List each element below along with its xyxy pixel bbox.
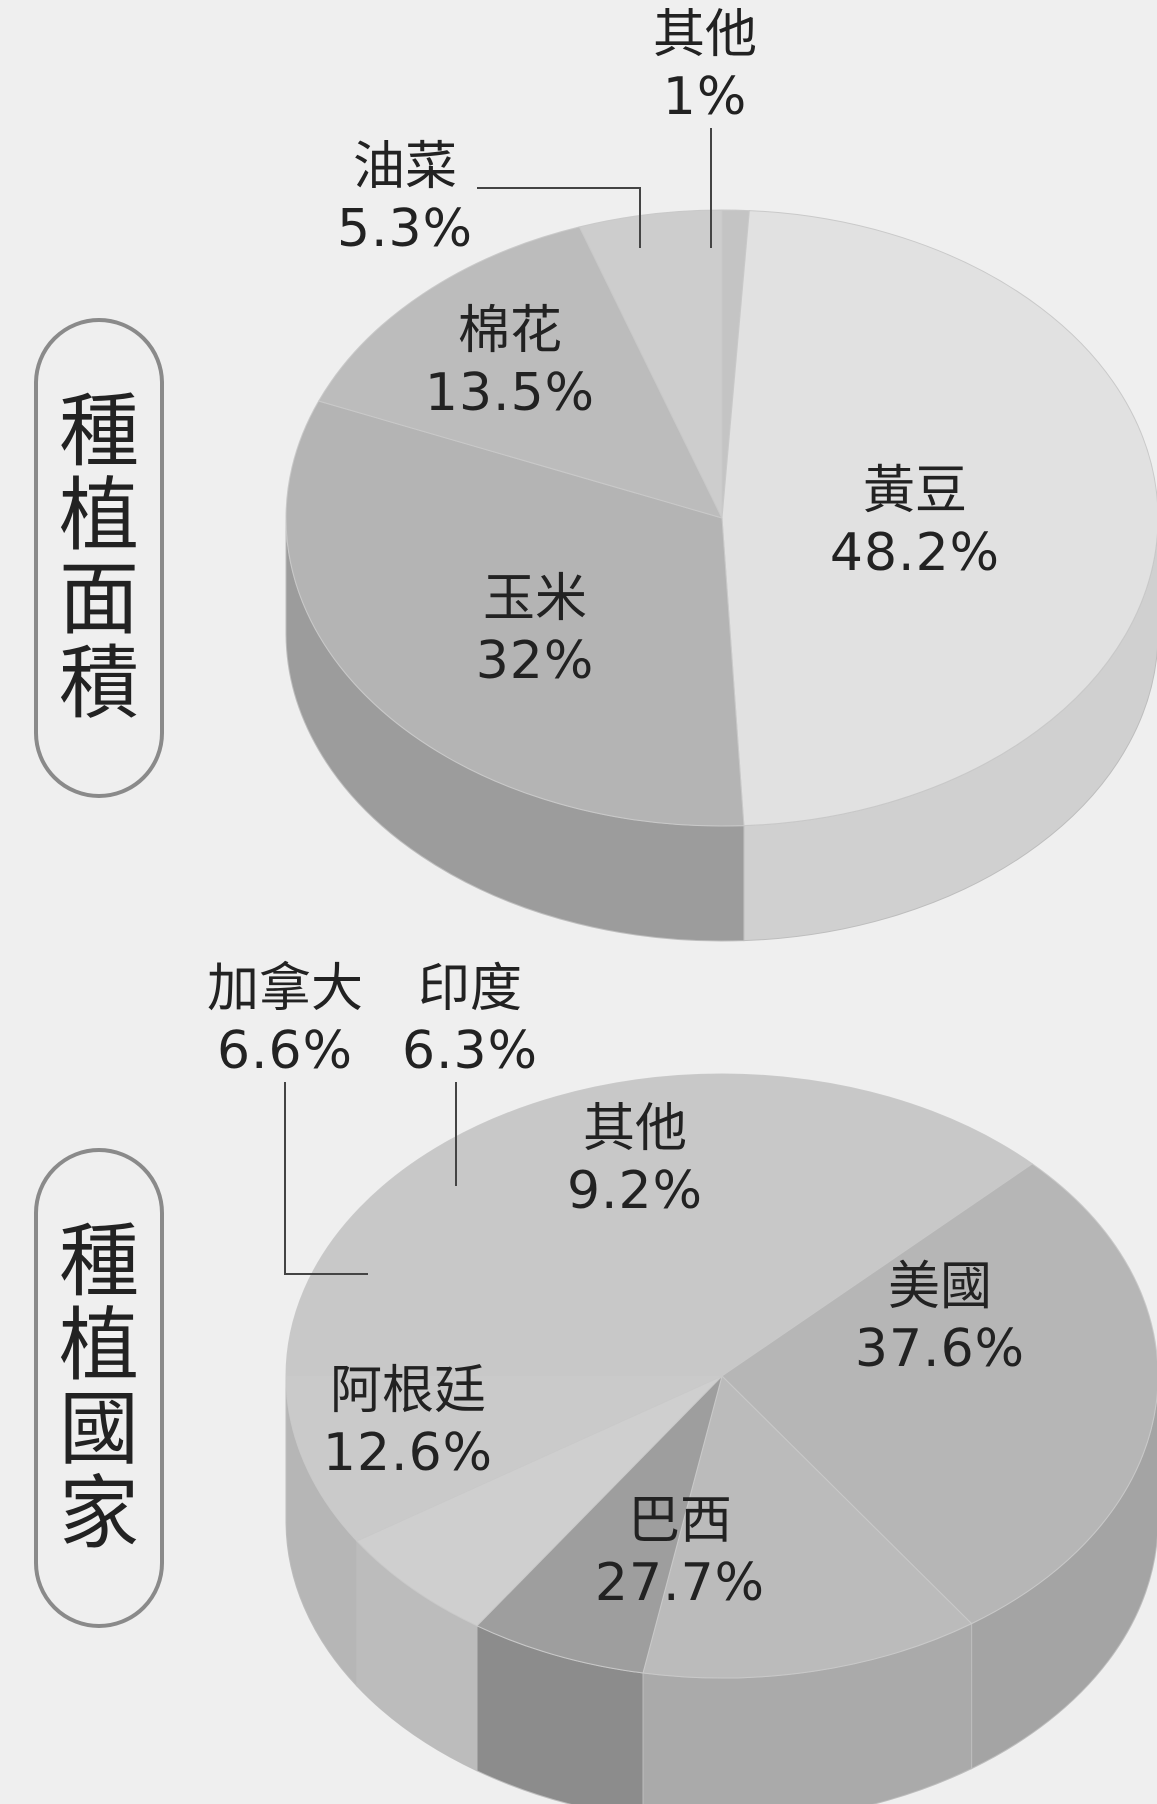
chart-1-title-char: 植: [59, 469, 139, 562]
slice-label-other-area: 其他 1%: [610, 4, 800, 128]
pie-2-slice-巴西: [721, 1163, 1157, 1625]
chart-2-title-char: 植: [59, 1299, 139, 1392]
chart-2-title-char: 種: [59, 1215, 139, 1308]
slice-label-argentina: 阿根廷 12.6%: [288, 1360, 528, 1484]
chart-1-title-char: 面: [59, 553, 139, 646]
slice-value: 32%: [475, 631, 595, 691]
slice-name: 玉米: [482, 569, 587, 629]
pie-2-slice-阿根廷: [642, 1375, 973, 1679]
slice-name: 黃豆: [862, 461, 967, 521]
slice-value: 12.6%: [322, 1423, 494, 1483]
slice-value: 13.5%: [424, 363, 596, 423]
slice-name: 巴西: [627, 1491, 732, 1551]
slice-label-other-country: 其他 9.2%: [550, 1098, 720, 1222]
slice-name: 其他: [582, 1099, 687, 1159]
slice-label-soybean-area: 黃豆 48.2%: [800, 460, 1030, 584]
pie-2-slice-其他: [285, 1375, 723, 1542]
slice-value: 1%: [662, 67, 748, 127]
pie-2-slice-加拿大: [476, 1374, 723, 1674]
slice-label-corn-area: 玉米 32%: [420, 568, 650, 692]
slice-value: 5.3%: [336, 199, 474, 259]
slice-value: 6.3%: [401, 1021, 539, 1081]
slice-value: 27.7%: [594, 1553, 766, 1613]
slice-name: 其他: [652, 5, 757, 65]
slice-value: 37.6%: [854, 1319, 1026, 1379]
slice-label-india: 印度 6.3%: [385, 958, 555, 1082]
slice-label-rapeseed-area: 油菜 5.3%: [305, 136, 505, 260]
chart-2-title-char: 國: [59, 1383, 139, 1476]
chart-2-title-char: 家: [59, 1467, 139, 1560]
chart-1-title-char: 種: [59, 385, 139, 478]
slice-label-canada: 加拿大 6.6%: [175, 958, 395, 1082]
pie-1-leader-油菜: [477, 187, 641, 248]
chart-1-title-char: 積: [59, 637, 139, 730]
chart-1-title-tab: 種 植 面 積: [34, 318, 164, 798]
slice-value: 48.2%: [829, 523, 1001, 583]
slice-name: 加拿大: [206, 959, 363, 1019]
slice-name: 油菜: [352, 137, 457, 197]
pie-1-slice-黃豆: [721, 210, 1157, 827]
pie-1-slice-油菜: [578, 209, 723, 519]
slice-label-cotton-area: 棉花 13.5%: [395, 300, 625, 424]
pie-2-slice-印度: [355, 1375, 723, 1627]
slice-value: 9.2%: [566, 1161, 704, 1221]
slice-label-brazil: 巴西 27.7%: [560, 1490, 800, 1614]
chart-2-title-tab: 種 植 國 家: [34, 1148, 164, 1628]
slice-value: 6.6%: [216, 1021, 354, 1081]
pie-2-leader-加拿大: [284, 1082, 368, 1275]
chart-1-title: 種 植 面 積: [38, 390, 160, 726]
slice-name: 美國: [887, 1257, 992, 1317]
pie-1-slice-玉米: [285, 400, 745, 827]
slice-name: 棉花: [457, 301, 562, 361]
chart-2-title: 種 植 國 家: [38, 1220, 160, 1556]
pie-1-slice-棉花: [317, 226, 723, 519]
slice-name: 阿根廷: [329, 1361, 486, 1421]
slice-label-usa: 美國 37.6%: [820, 1256, 1060, 1380]
slice-name: 印度: [417, 959, 522, 1019]
